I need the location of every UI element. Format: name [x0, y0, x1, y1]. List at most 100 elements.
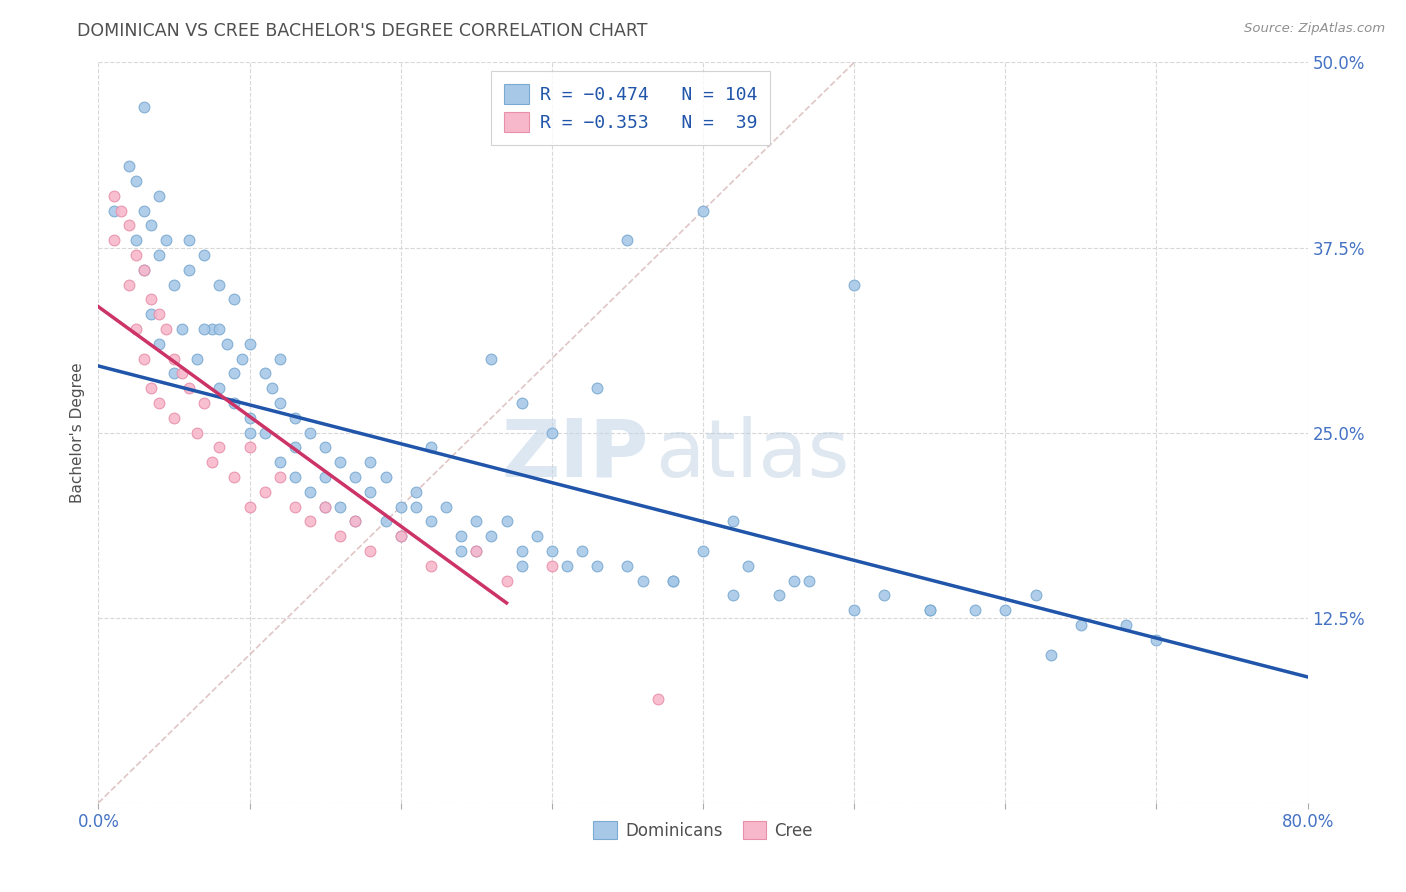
Point	[215, 336, 238, 351]
Point	[186, 425, 208, 440]
Point	[737, 558, 759, 573]
Point	[661, 574, 683, 588]
Point	[239, 441, 262, 455]
Point	[132, 262, 155, 277]
Point	[299, 425, 322, 440]
Point	[389, 529, 412, 543]
Point	[163, 351, 186, 366]
Point	[284, 410, 307, 425]
Point	[374, 470, 396, 484]
Point	[450, 529, 472, 543]
Point	[360, 544, 382, 558]
Text: DOMINICAN VS CREE BACHELOR'S DEGREE CORRELATION CHART: DOMINICAN VS CREE BACHELOR'S DEGREE CORR…	[77, 22, 648, 40]
Point	[148, 188, 170, 202]
Point	[723, 515, 745, 529]
Point	[179, 233, 201, 247]
Point	[510, 558, 533, 573]
Point	[224, 396, 246, 410]
Point	[329, 455, 352, 469]
Point	[540, 425, 562, 440]
Point	[299, 515, 322, 529]
Point	[118, 277, 141, 292]
Point	[253, 425, 276, 440]
Point	[208, 381, 231, 395]
Point	[389, 500, 412, 514]
Point	[1115, 618, 1137, 632]
Point	[224, 367, 246, 381]
Point	[1144, 632, 1167, 647]
Point	[510, 396, 533, 410]
Point	[132, 100, 155, 114]
Point	[797, 574, 820, 588]
Point	[155, 233, 177, 247]
Point	[405, 484, 427, 499]
Point	[103, 188, 125, 202]
Point	[965, 603, 987, 617]
Point	[118, 219, 141, 233]
Point	[179, 262, 201, 277]
Point	[314, 500, 336, 514]
Point	[360, 484, 382, 499]
Point	[768, 589, 790, 603]
Point	[253, 484, 276, 499]
Point	[148, 307, 170, 321]
Point	[208, 441, 231, 455]
Point	[103, 203, 125, 218]
Point	[540, 544, 562, 558]
Point	[284, 500, 307, 514]
Point	[994, 603, 1017, 617]
Point	[844, 277, 866, 292]
Point	[141, 293, 163, 307]
Point	[284, 441, 307, 455]
Point	[1070, 618, 1092, 632]
Point	[405, 500, 427, 514]
Point	[231, 351, 253, 366]
Point	[586, 558, 609, 573]
Point	[253, 367, 276, 381]
Point	[420, 558, 443, 573]
Point	[389, 529, 412, 543]
Point	[141, 219, 163, 233]
Point	[179, 381, 201, 395]
Point	[193, 396, 215, 410]
Point	[783, 574, 806, 588]
Point	[262, 381, 284, 395]
Point	[692, 203, 714, 218]
Point	[495, 574, 517, 588]
Point	[420, 441, 443, 455]
Point	[616, 233, 638, 247]
Point	[269, 470, 291, 484]
Point	[224, 293, 246, 307]
Point	[571, 544, 593, 558]
Point	[163, 367, 186, 381]
Point	[465, 515, 488, 529]
Point	[125, 248, 148, 262]
Point	[329, 500, 352, 514]
Point	[132, 262, 155, 277]
Point	[465, 544, 488, 558]
Point	[239, 500, 262, 514]
Point	[647, 692, 669, 706]
Point	[141, 381, 163, 395]
Text: atlas: atlas	[655, 416, 849, 494]
Point	[481, 529, 503, 543]
Point	[201, 322, 224, 336]
Point	[420, 515, 443, 529]
Y-axis label: Bachelor's Degree: Bachelor's Degree	[70, 362, 86, 503]
Point	[631, 574, 654, 588]
Point	[125, 174, 148, 188]
Point	[186, 351, 208, 366]
Point	[239, 410, 262, 425]
Point	[1024, 589, 1046, 603]
Point	[201, 455, 224, 469]
Point	[163, 410, 186, 425]
Point	[148, 248, 170, 262]
Point	[208, 322, 231, 336]
Point	[723, 589, 745, 603]
Point	[510, 544, 533, 558]
Point	[450, 544, 472, 558]
Point	[103, 233, 125, 247]
Legend: Dominicans, Cree: Dominicans, Cree	[586, 814, 820, 847]
Point	[148, 396, 170, 410]
Point	[141, 307, 163, 321]
